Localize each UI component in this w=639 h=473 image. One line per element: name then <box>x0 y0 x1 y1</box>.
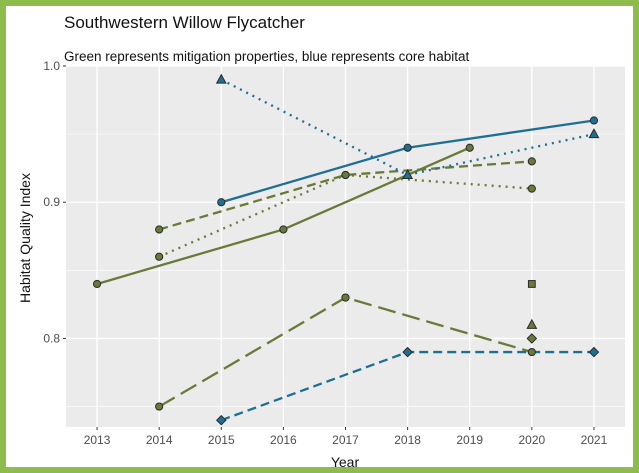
series-line <box>158 160 532 231</box>
marker-triangle <box>215 73 227 84</box>
marker-circle <box>279 225 288 234</box>
marker-diamond <box>588 346 600 358</box>
marker-triangle <box>526 318 538 329</box>
x-tick-label: 2016 <box>270 433 297 447</box>
marker-triangle <box>402 168 414 179</box>
series-markers <box>92 73 600 426</box>
y-axis-title: Habitat Quality Index <box>17 173 33 303</box>
marker-circle <box>155 252 164 261</box>
series-line <box>220 78 595 177</box>
marker-triangle <box>588 128 600 139</box>
x-tick-label: 2018 <box>394 433 421 447</box>
x-tick-label: 2019 <box>456 433 483 447</box>
marker-circle <box>527 157 536 166</box>
marker-circle <box>155 402 164 411</box>
chart-subtitle: Green represents mitigation properties, … <box>64 49 469 64</box>
x-tick-label: 2013 <box>84 433 111 447</box>
marker-circle <box>527 347 536 357</box>
marker-circle <box>341 293 350 302</box>
marker-circle <box>403 143 412 152</box>
x-tick-label: 2020 <box>518 433 545 447</box>
marker-circle <box>527 184 536 193</box>
marker-circle <box>92 279 102 289</box>
marker-diamond <box>215 414 227 426</box>
y-tick-label: 0.9 <box>43 195 60 209</box>
marker-diamond <box>526 333 538 344</box>
x-tick-label: 2015 <box>208 433 235 447</box>
x-tick-label: 2017 <box>332 433 359 447</box>
marker-square <box>527 280 536 288</box>
marker-circle <box>155 225 164 234</box>
marker-circle <box>589 116 599 125</box>
axis-ticks: 0.8 0.9 1.0 2013 2014 2015 2016 2017 2018 2019 202… <box>43 59 607 447</box>
y-tick-label: 0.8 <box>43 331 60 345</box>
x-tick-label: 2014 <box>146 433 173 447</box>
x-axis-title: Year <box>331 454 360 470</box>
x-tick-label: 2021 <box>581 433 608 447</box>
marker-circle <box>217 198 226 207</box>
chart-title: Southwestern Willow Flycatcher <box>64 13 305 32</box>
marker-diamond <box>402 346 413 358</box>
y-tick-label: 1.0 <box>43 59 60 73</box>
marker-circle <box>465 143 474 152</box>
marker-circle <box>341 170 350 180</box>
